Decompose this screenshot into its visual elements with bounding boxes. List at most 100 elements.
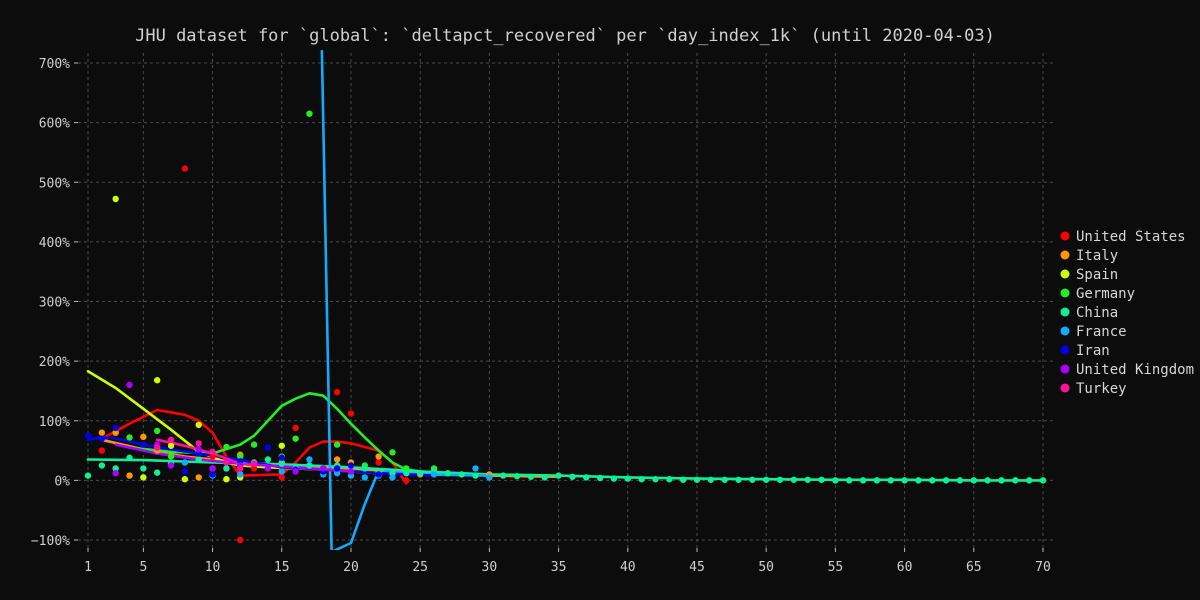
data-point-iran (98, 435, 106, 442)
data-point-china (555, 472, 562, 479)
data-point-china (998, 477, 1005, 484)
trend-line-germany (128, 392, 436, 475)
data-point-spain (154, 377, 161, 384)
legend-marker-iran (1060, 345, 1070, 355)
data-point-china (956, 477, 964, 484)
y-tick-label: 300% (39, 296, 70, 311)
data-point-china (666, 475, 673, 483)
data-point-china (873, 477, 881, 484)
data-point-china (693, 476, 701, 483)
data-point-germany (250, 441, 258, 448)
data-point-united-kingdom (320, 465, 327, 472)
y-tick-label: 400% (39, 236, 70, 251)
data-point-italy (375, 453, 382, 460)
data-point-france (486, 474, 493, 481)
data-point-china (403, 470, 410, 477)
x-tick-label: 45 (689, 560, 705, 575)
legend-marker-spain (1060, 269, 1070, 279)
data-point-spain (140, 474, 147, 481)
data-point-turkey (250, 460, 258, 467)
data-point-united-states (403, 477, 410, 484)
data-point-iran (84, 432, 92, 439)
data-point-china (569, 473, 576, 480)
data-point-germany (292, 435, 299, 442)
data-point-spain (167, 442, 175, 449)
data-point-china (790, 476, 798, 483)
data-point-china (98, 462, 106, 469)
data-point-china (223, 465, 230, 472)
data-point-china (361, 465, 369, 472)
data-point-germany (306, 110, 313, 117)
data-point-united-states (181, 165, 189, 172)
legend-label-united-states: United States (1076, 229, 1186, 245)
x-tick-label: 10 (205, 560, 221, 575)
legend-label-germany: Germany (1076, 286, 1135, 302)
data-point-china (638, 475, 645, 483)
data-point-iran (347, 462, 355, 469)
data-point-germany (237, 453, 244, 460)
data-point-china (859, 477, 867, 484)
data-point-germany (154, 427, 161, 435)
data-point-turkey (209, 448, 216, 455)
legend-marker-united-states (1060, 231, 1070, 241)
x-tick-label: 65 (966, 560, 982, 575)
data-point-germany (223, 443, 230, 451)
points-layer (84, 110, 1047, 544)
data-point-china (195, 456, 202, 463)
data-point-china (126, 454, 133, 461)
legend-marker-turkey (1060, 383, 1070, 393)
data-point-china (458, 471, 465, 478)
data-point-germany (389, 449, 396, 456)
x-tick-label: 20 (343, 560, 359, 575)
data-point-iran (264, 444, 272, 451)
trend-line-united-kingdom (114, 443, 353, 473)
data-point-france (278, 468, 285, 475)
legend-marker-germany (1060, 288, 1070, 298)
data-point-united-states (333, 388, 341, 396)
legend-marker-france (1060, 326, 1070, 336)
x-tick-label: 50 (758, 560, 774, 575)
data-point-china (721, 476, 728, 483)
grid-layer (78, 53, 1055, 548)
data-point-iran (112, 424, 119, 432)
data-point-france (472, 465, 479, 472)
data-point-iran (209, 471, 216, 478)
x-tick-label: 55 (828, 560, 844, 575)
x-tick-label: 25 (412, 560, 428, 575)
data-point-china (818, 476, 825, 483)
data-point-spain (278, 442, 285, 449)
data-point-united-states (347, 410, 355, 417)
x-tick-label: 15 (274, 560, 290, 575)
data-point-france (430, 471, 438, 478)
data-point-italy (98, 429, 106, 436)
chart-title: JHU dataset for `global`: `deltapct_reco… (135, 26, 995, 46)
data-point-france (306, 456, 313, 463)
x-tick-label: 30 (482, 560, 498, 575)
data-point-italy (126, 472, 133, 479)
data-point-china (735, 476, 742, 483)
axes-layer: 1 5 10 15 20 25 30 35 40 45 50 55 60 65 70−100%0%100%2… (31, 57, 1051, 575)
data-point-iran (181, 468, 189, 475)
data-point-china (942, 477, 950, 484)
legend-label-france: France (1076, 324, 1127, 340)
data-point-china (444, 470, 452, 477)
y-tick-label: 100% (39, 415, 70, 430)
data-point-china (610, 475, 618, 482)
y-tick-label: 200% (39, 355, 70, 370)
legend-label-italy: Italy (1076, 248, 1118, 264)
data-point-china (970, 477, 977, 484)
data-point-china (472, 472, 479, 479)
data-point-china (500, 472, 507, 479)
data-point-united-kingdom (292, 468, 299, 475)
data-point-united-states (278, 474, 285, 481)
data-point-germany (333, 441, 341, 448)
data-point-spain (223, 475, 230, 483)
x-tick-label: 35 (551, 560, 567, 575)
data-point-china (527, 473, 535, 480)
data-point-france (389, 474, 396, 481)
data-point-spain (181, 475, 189, 483)
data-point-china (541, 474, 548, 481)
data-point-united-kingdom (347, 468, 355, 475)
data-point-iran (278, 454, 285, 461)
